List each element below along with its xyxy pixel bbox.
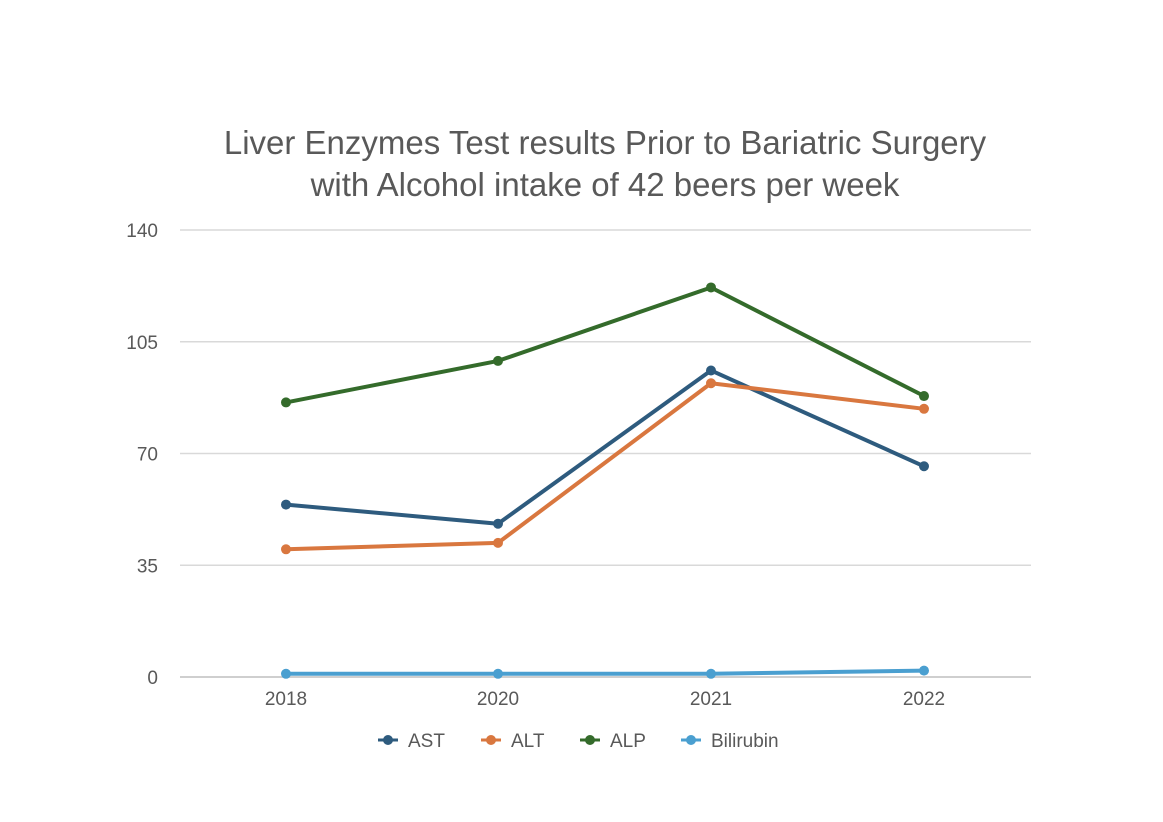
legend-item-bilirubin: Bilirubin xyxy=(681,731,779,752)
legend-item-ast: AST xyxy=(378,731,445,752)
series-line-bilirubin xyxy=(284,668,926,676)
x-tick-label: 2022 xyxy=(903,689,945,710)
data-point-ast xyxy=(493,518,503,529)
legend-label: ALP xyxy=(610,731,646,752)
legend-item-alt: ALT xyxy=(481,731,545,752)
chart-title-line-2: with Alcohol intake of 42 beers per week xyxy=(310,166,900,203)
chart-title-line-1: Liver Enzymes Test results Prior to Bari… xyxy=(224,124,987,161)
y-tick-label: 105 xyxy=(126,333,158,354)
x-axis-ticks: 2018 2020 2021 2022 xyxy=(265,689,945,710)
series-lines xyxy=(281,282,929,679)
legend-swatch-marker xyxy=(585,735,595,745)
x-tick-label: 2021 xyxy=(690,689,732,710)
y-tick-label: 0 xyxy=(147,668,158,689)
data-point-ast xyxy=(706,365,716,376)
series-ast xyxy=(281,365,929,529)
legend: AST ALT ALP Bilirubin xyxy=(378,731,779,752)
data-point-alt xyxy=(706,378,716,389)
data-point-alt xyxy=(281,544,291,555)
data-point-bilirubin xyxy=(281,668,291,679)
series-line-alp xyxy=(284,285,926,405)
y-tick-label: 35 xyxy=(137,556,158,577)
gridlines xyxy=(180,229,1031,678)
series-line-ast xyxy=(284,368,926,526)
data-point-alp xyxy=(281,397,291,408)
x-tick-label: 2020 xyxy=(477,689,519,710)
legend-label: AST xyxy=(408,731,445,752)
legend-item-alp: ALP xyxy=(580,731,646,752)
series-line-alt xyxy=(284,381,926,552)
legend-swatch-marker xyxy=(686,735,696,745)
data-point-bilirubin xyxy=(919,665,929,676)
data-point-alp xyxy=(919,391,929,402)
legend-swatch-marker xyxy=(383,735,393,745)
legend-label: ALT xyxy=(511,731,545,752)
legend-label: Bilirubin xyxy=(711,731,779,752)
data-point-ast xyxy=(919,461,929,472)
y-tick-label: 140 xyxy=(126,221,158,242)
data-point-bilirubin xyxy=(493,668,503,679)
data-point-alp xyxy=(493,355,503,366)
x-tick-label: 2018 xyxy=(265,689,307,710)
y-axis-ticks: 0 35 70 105 140 xyxy=(126,221,158,689)
data-point-ast xyxy=(281,499,291,510)
data-point-alt xyxy=(919,403,929,414)
series-alt xyxy=(281,378,929,555)
data-point-alt xyxy=(493,537,503,548)
data-point-bilirubin xyxy=(706,668,716,679)
chart-title: Liver Enzymes Test results Prior to Bari… xyxy=(224,124,987,203)
legend-swatch-marker xyxy=(486,735,496,745)
data-point-alp xyxy=(706,282,716,293)
series-alp xyxy=(281,282,929,408)
y-tick-label: 70 xyxy=(137,445,158,466)
series-bilirubin xyxy=(281,665,929,679)
